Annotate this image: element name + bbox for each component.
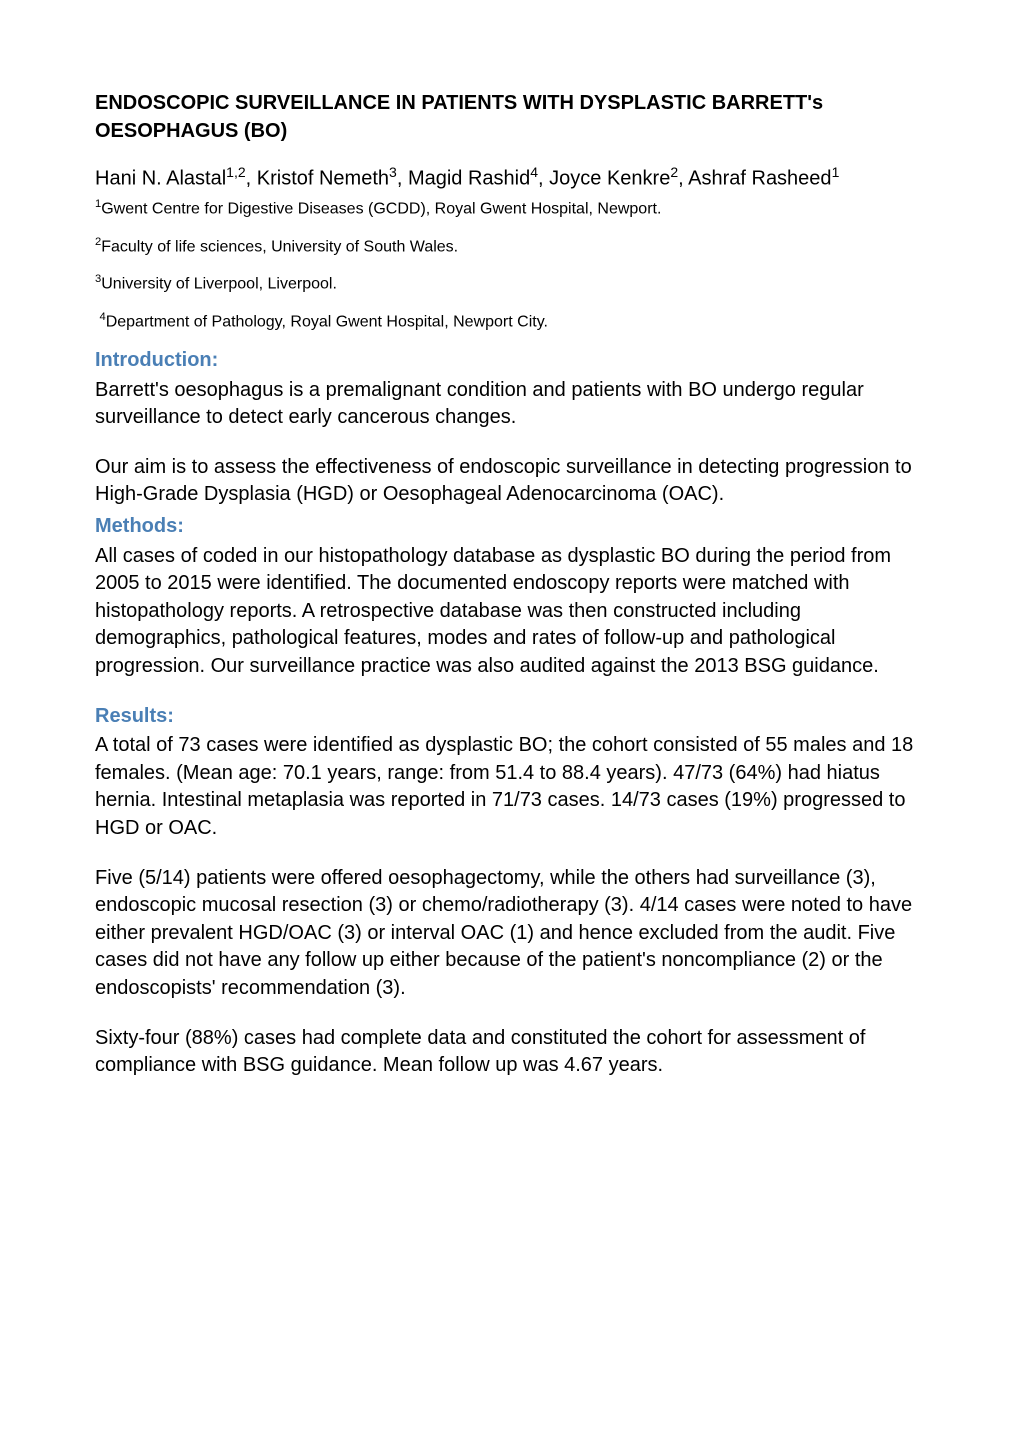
methods-paragraph-1: All cases of coded in our histopathology… — [95, 543, 925, 681]
results-paragraph-1: A total of 73 cases were identified as d… — [95, 732, 925, 842]
introduction-paragraph-1: Barrett's oesophagus is a premalignant c… — [95, 377, 925, 432]
affiliation-line: 3University of Liverpool, Liverpool. — [95, 272, 925, 295]
authors-line: Hani N. Alastal1,2, Kristof Nemeth3, Mag… — [95, 163, 925, 193]
affiliation-line: 1Gwent Centre for Digestive Diseases (GC… — [95, 197, 925, 220]
introduction-paragraph-2: Our aim is to assess the effectiveness o… — [95, 454, 925, 509]
section-introduction: Introduction: Barrett's oesophagus is a … — [95, 347, 925, 509]
results-paragraph-3: Sixty-four (88%) cases had complete data… — [95, 1025, 925, 1080]
affiliation-line: 2Faculty of life sciences, University of… — [95, 235, 925, 258]
results-paragraph-2: Five (5/14) patients were offered oesoph… — [95, 865, 925, 1003]
section-results: Results: A total of 73 cases were identi… — [95, 703, 925, 1080]
affiliations-block: 1Gwent Centre for Digestive Diseases (GC… — [95, 197, 925, 333]
introduction-heading: Introduction: — [95, 347, 925, 375]
affiliation-line: 4Department of Pathology, Royal Gwent Ho… — [95, 310, 925, 333]
methods-heading: Methods: — [95, 513, 925, 541]
results-heading: Results: — [95, 703, 925, 731]
document-title: ENDOSCOPIC SURVEILLANCE IN PATIENTS WITH… — [95, 90, 925, 145]
section-methods: Methods: All cases of coded in our histo… — [95, 513, 925, 681]
